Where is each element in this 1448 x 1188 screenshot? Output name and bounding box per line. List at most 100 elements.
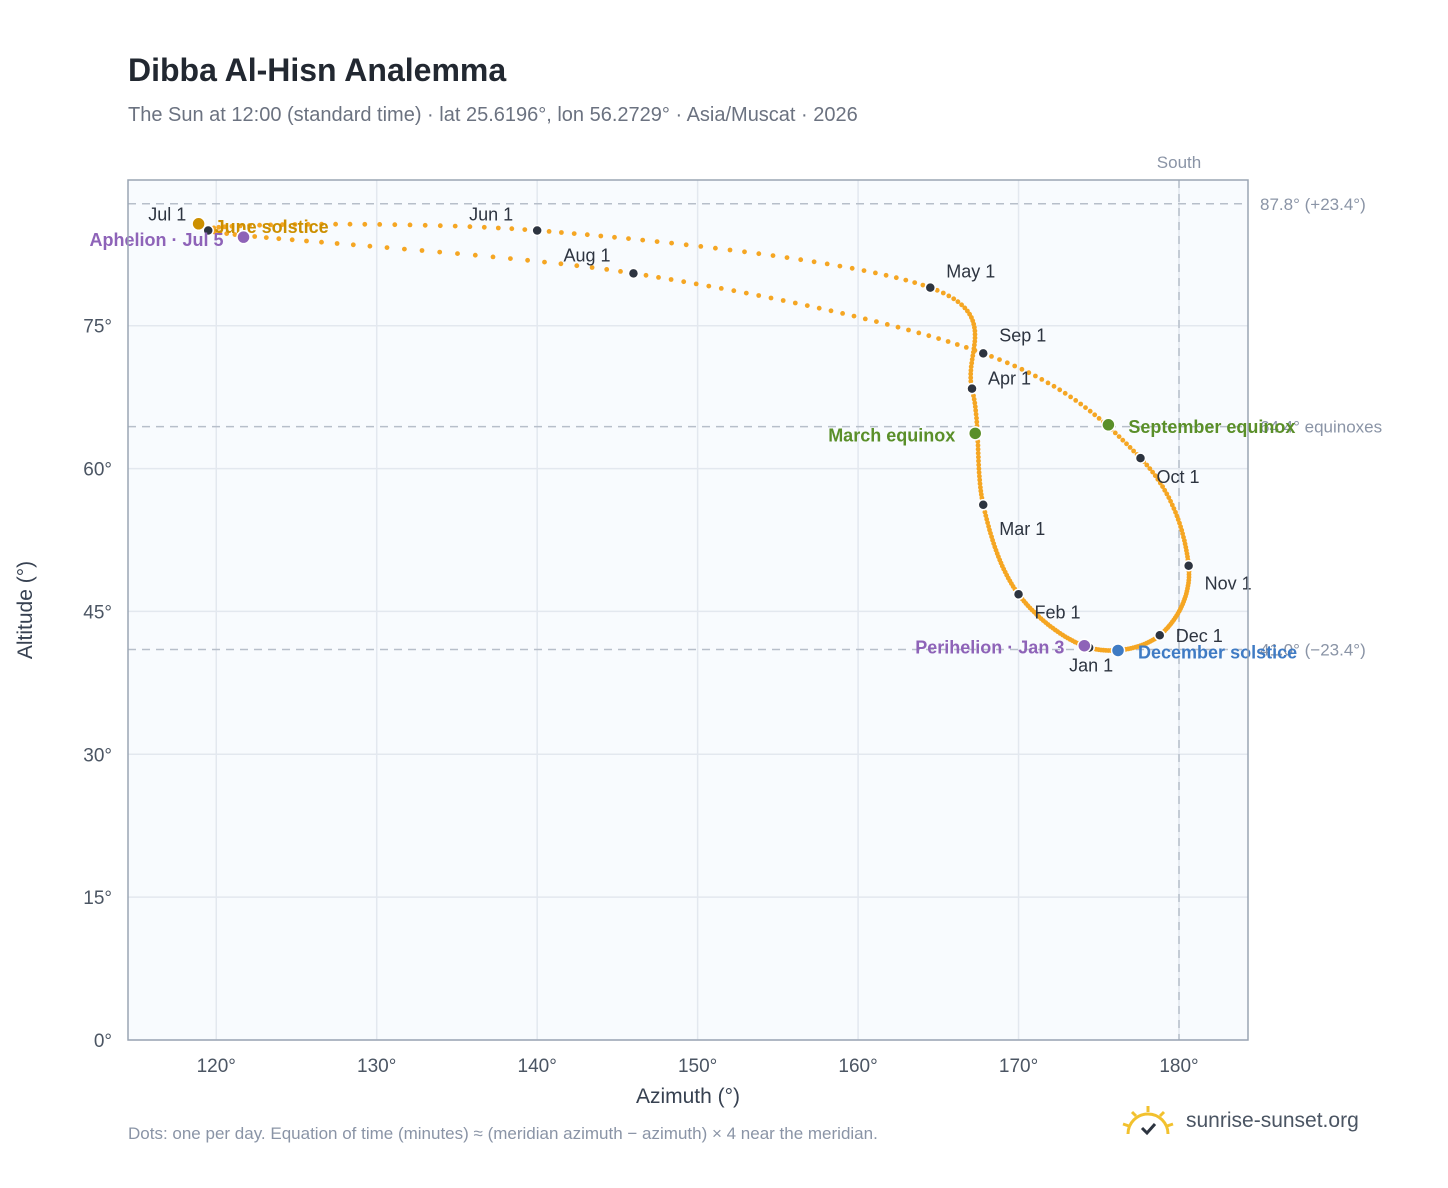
daily-sun-dot bbox=[1131, 448, 1136, 454]
daily-sun-dot bbox=[916, 330, 922, 336]
daily-sun-dot bbox=[989, 354, 994, 359]
chart-title: Dibba Al-Hisn Analemma bbox=[128, 52, 507, 88]
daily-sun-dot bbox=[640, 237, 646, 243]
month-marker bbox=[924, 281, 937, 294]
daily-sun-dot bbox=[654, 239, 660, 245]
daily-sun-dot bbox=[861, 268, 867, 273]
daily-sun-dot bbox=[976, 462, 982, 468]
daily-sun-dot bbox=[976, 470, 982, 475]
event-marker bbox=[1077, 638, 1092, 653]
daily-sun-dot bbox=[851, 313, 857, 319]
x-tick-label: 180° bbox=[1159, 1056, 1198, 1077]
x-tick-label: 160° bbox=[838, 1056, 877, 1077]
daily-sun-dot bbox=[828, 308, 834, 314]
daily-sun-dot bbox=[976, 454, 981, 460]
daily-sun-dot bbox=[305, 221, 311, 227]
y-tick-label: 75° bbox=[83, 317, 112, 338]
month-marker-label: May 1 bbox=[946, 262, 995, 282]
daily-sun-dot bbox=[756, 251, 762, 257]
daily-sun-dot bbox=[1162, 487, 1168, 493]
daily-sun-dot bbox=[983, 513, 989, 519]
daily-sun-dot bbox=[347, 221, 353, 227]
daily-sun-dot bbox=[333, 221, 338, 227]
daily-sun-dot bbox=[978, 485, 983, 490]
daily-sun-dot bbox=[977, 481, 983, 487]
daily-sun-dot bbox=[452, 223, 458, 229]
month-marker bbox=[202, 224, 214, 237]
y-axis-label: Altitude (°) bbox=[14, 561, 37, 659]
daily-sun-dot bbox=[1116, 434, 1122, 439]
daily-sun-dot bbox=[698, 244, 704, 249]
daily-sun-dot bbox=[968, 368, 974, 373]
daily-sun-dot bbox=[319, 221, 324, 227]
daily-sun-dot bbox=[976, 458, 981, 464]
daily-sun-dot bbox=[756, 293, 762, 298]
sun-logo-icon bbox=[1122, 1106, 1174, 1136]
daily-sun-dot bbox=[1073, 398, 1079, 403]
daily-sun-dot bbox=[481, 224, 487, 230]
daily-sun-dot bbox=[350, 242, 356, 248]
daily-sun-dot bbox=[216, 224, 222, 230]
daily-sun-dot bbox=[792, 300, 798, 306]
daily-sun-dot bbox=[574, 263, 580, 269]
daily-sun-dot bbox=[974, 419, 980, 425]
daily-sun-dot bbox=[1166, 495, 1172, 500]
brand[interactable]: sunrise-sunset.org bbox=[1120, 1104, 1359, 1138]
daily-sun-dot bbox=[280, 222, 285, 228]
daily-sun-dot bbox=[1026, 370, 1032, 376]
event-label: December solstice bbox=[1138, 642, 1297, 662]
daily-sun-dot bbox=[946, 293, 952, 299]
y-tick-label: 0° bbox=[94, 1031, 112, 1052]
y-tick-label: 15° bbox=[83, 888, 112, 909]
daily-sun-dot bbox=[292, 222, 298, 227]
daily-sun-dot bbox=[626, 236, 631, 242]
event-label: September equinox bbox=[1128, 417, 1295, 437]
daily-sun-dot bbox=[975, 450, 981, 456]
month-marker-label: Dec 1 bbox=[1176, 626, 1223, 646]
daily-sun-dot bbox=[419, 248, 425, 253]
daily-sun-dot bbox=[972, 404, 978, 410]
daily-sun-dot bbox=[974, 415, 979, 421]
event-marker bbox=[236, 229, 251, 245]
event-marker bbox=[967, 426, 983, 441]
event-marker bbox=[191, 216, 206, 232]
daily-sun-dot bbox=[893, 275, 899, 281]
daily-sun-dot bbox=[656, 275, 661, 280]
daily-sun-dot bbox=[837, 263, 843, 269]
month-marker bbox=[977, 499, 989, 511]
daily-sun-dot bbox=[669, 240, 674, 246]
daily-sun-dot bbox=[643, 272, 649, 278]
daily-sun-dot bbox=[969, 357, 975, 362]
daily-sun-dot bbox=[222, 224, 228, 230]
daily-sun-dot bbox=[546, 229, 552, 234]
altitude-reference-label: 64.4° equinoxes bbox=[1260, 418, 1382, 437]
daily-sun-dot bbox=[934, 287, 940, 293]
daily-sun-dot bbox=[972, 332, 978, 337]
daily-sun-dot bbox=[392, 222, 398, 228]
daily-sun-dot bbox=[1147, 466, 1153, 471]
daily-sun-dot bbox=[954, 342, 960, 347]
daily-sun-dot bbox=[906, 327, 911, 333]
daily-sun-dot bbox=[968, 378, 974, 384]
daily-sun-dot bbox=[1051, 383, 1057, 389]
daily-sun-dot bbox=[542, 259, 547, 265]
axis-ticks: 120° 130° 140° 150° 160° 170° 180° 0° 15° 30° 45° 6… bbox=[83, 317, 1198, 1077]
daily-sun-dot bbox=[319, 239, 324, 245]
daily-sun-dot bbox=[490, 254, 496, 260]
daily-sun-dot bbox=[1127, 445, 1133, 450]
daily-sun-dot bbox=[1096, 416, 1102, 421]
daily-sun-dot bbox=[936, 336, 941, 341]
daily-sun-dot bbox=[972, 348, 978, 353]
month-marker bbox=[966, 382, 978, 395]
month-marker-label: Jul 1 bbox=[148, 204, 186, 224]
daily-sun-dot bbox=[571, 231, 577, 237]
month-marker-label: Apr 1 bbox=[988, 369, 1031, 389]
daily-sun-dot bbox=[1177, 520, 1182, 526]
daily-sun-dot bbox=[1160, 484, 1165, 489]
daily-sun-dot bbox=[784, 255, 790, 260]
daily-sun-dot bbox=[232, 232, 238, 238]
daily-sun-dot bbox=[1120, 437, 1126, 443]
event-marker bbox=[1110, 643, 1126, 658]
